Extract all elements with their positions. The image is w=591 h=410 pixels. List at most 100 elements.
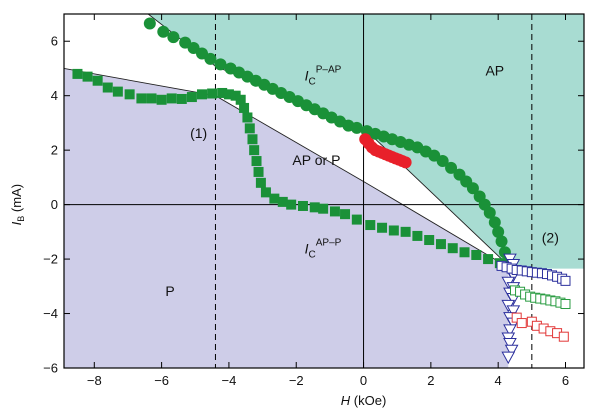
series-7-point [558, 331, 569, 342]
data-markers [72, 17, 571, 365]
series-2-point [351, 214, 362, 225]
series-1-point [167, 31, 180, 44]
series-2-point [255, 177, 266, 188]
x-tick-label: 4 [495, 373, 502, 388]
x-tick-label: 2 [427, 373, 434, 388]
series-1-point [204, 52, 217, 65]
region-label-ap-or-p: AP or P [292, 152, 340, 168]
series-7-point [511, 312, 522, 323]
series-2-point [388, 225, 399, 236]
series-2-point [447, 243, 458, 254]
series-1-point [466, 182, 479, 195]
y-tick-label: −2 [43, 252, 58, 267]
series-2-point [176, 93, 187, 104]
series-2-point [253, 166, 264, 177]
series-2-point [329, 206, 340, 217]
series-6-point [560, 299, 571, 310]
y-axis-title: IB (mA) [9, 184, 26, 225]
series-1-point [350, 121, 363, 134]
series-2-point [309, 202, 320, 213]
x-tick-label: −4 [222, 373, 237, 388]
series-2-point [365, 220, 376, 231]
curve-label-ic-ap-p: ICAP–P [305, 238, 342, 261]
series-1-point [436, 155, 449, 168]
y-tick-label: 0 [51, 197, 58, 212]
series-2-point [92, 75, 103, 86]
x-tick-label: −6 [154, 373, 169, 388]
series-2-point [400, 226, 411, 237]
series-1-point [157, 25, 170, 38]
curve-label-ic-p-ap: ICP–AP [305, 65, 342, 88]
series-2-point [217, 87, 228, 98]
series-4-point [504, 344, 519, 358]
series-2-point [260, 187, 271, 198]
series-4-point [506, 305, 521, 318]
series-2-point [377, 222, 388, 233]
series-2-point [156, 94, 167, 105]
region-label-p: P [165, 283, 174, 299]
series-5-point [560, 275, 571, 286]
series-1-point [495, 235, 508, 248]
series-2-point [239, 102, 250, 113]
x-tick-label: 0 [360, 373, 367, 388]
series-1-point [488, 216, 501, 229]
y-tick-label: −6 [43, 361, 58, 376]
chart-labels: AP P AP or P ICP–AP ICAP–P (1) (2) H (kOe) IB (m… [9, 62, 559, 408]
series-2-point [235, 94, 246, 105]
series-2-point [247, 134, 258, 145]
series-2-point [223, 89, 234, 100]
series-4-point [503, 337, 517, 351]
axis-ticks: −8 −6 −4 −2 0 2 4 6 −6 −4 −2 0 2 4 6 [43, 14, 584, 388]
x-tick-label: 6 [562, 373, 569, 388]
series-2-point [72, 68, 83, 79]
series-2-point [471, 249, 482, 260]
y-tick-label: 2 [51, 143, 58, 158]
series-2-point [112, 86, 123, 97]
series-2-point [146, 93, 157, 104]
marker-label-1: (1) [190, 125, 207, 141]
y-tick-label: −4 [43, 306, 58, 321]
series-7-point [516, 318, 527, 329]
y-tick-label: 4 [51, 88, 58, 103]
series-2-point [277, 196, 288, 207]
series-1-point [214, 58, 227, 71]
series-2-point [286, 199, 297, 210]
marker-label-2: (2) [542, 230, 559, 246]
series-1-point [483, 206, 496, 219]
boundary-line-app [64, 68, 509, 268]
p-region [64, 68, 509, 368]
series-2-point [435, 239, 446, 250]
series-1-point [445, 161, 458, 174]
series-4-point [501, 351, 516, 365]
series-2-point [340, 209, 351, 220]
series-2-point [242, 112, 253, 123]
series-2-point [230, 90, 241, 101]
series-2-point [82, 71, 93, 82]
y-tick-label: 6 [51, 34, 58, 49]
series-2-point [102, 82, 113, 93]
series-2-point [136, 93, 147, 104]
series-2-point [196, 89, 207, 100]
series-2-point [318, 203, 329, 214]
series-2-point [269, 193, 280, 204]
x-tick-label: −2 [289, 373, 304, 388]
series-2-point [424, 235, 435, 246]
series-1-point [492, 225, 505, 238]
series-4-point [503, 324, 517, 337]
series-2-point [186, 92, 197, 103]
series-2-point [251, 156, 262, 167]
series-2-point [244, 123, 255, 134]
series-2-point [412, 230, 423, 241]
x-axis-title: H (kOe) [341, 393, 387, 408]
plot-frame [63, 13, 585, 369]
series-2-point [459, 247, 470, 258]
series-3-point [399, 156, 412, 169]
series-2-point [124, 89, 135, 100]
series-2-point [207, 88, 218, 99]
region-label-ap: AP [485, 62, 504, 78]
series-2-point [249, 145, 260, 156]
series-2-point [297, 200, 308, 211]
x-tick-label: −8 [87, 373, 102, 388]
series-2-point [483, 254, 494, 265]
